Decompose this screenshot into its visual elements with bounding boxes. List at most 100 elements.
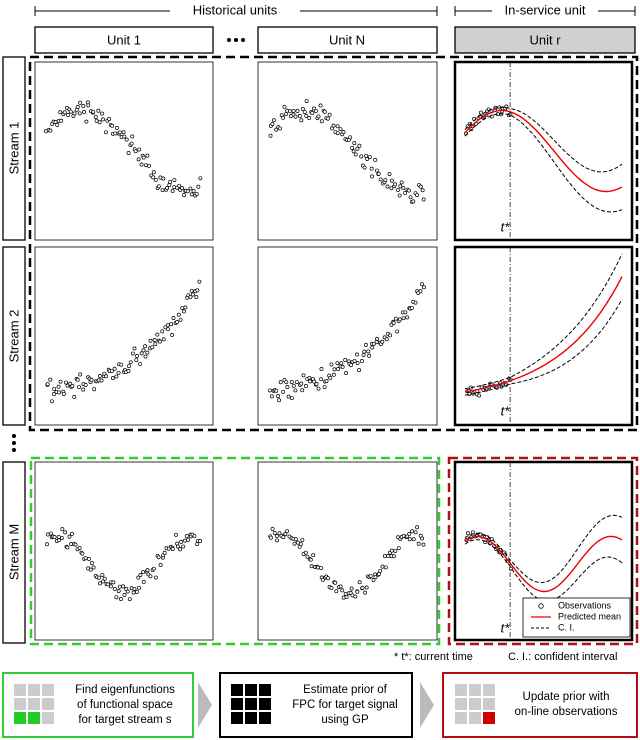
observation-point <box>143 354 148 359</box>
observation-point <box>291 383 296 388</box>
observation-point <box>130 351 135 356</box>
unit-label: Unit 1 <box>107 32 141 47</box>
observation-point <box>126 151 131 155</box>
header-label: Historical units <box>193 2 278 17</box>
observation-point <box>299 381 304 386</box>
icon-cell <box>231 712 243 724</box>
ci-curve <box>464 253 623 390</box>
observation-point <box>285 385 290 389</box>
observation-point <box>376 171 381 176</box>
observation-point <box>396 546 401 551</box>
observation-point <box>103 130 108 135</box>
icon-cell <box>28 684 40 696</box>
observation-point <box>386 553 391 558</box>
observation-point <box>307 375 312 380</box>
observation-point <box>174 320 179 324</box>
observation-point <box>466 531 470 536</box>
observation-point <box>283 532 288 537</box>
observation-point <box>178 547 183 552</box>
observation-point <box>116 589 121 593</box>
observation-point <box>151 175 156 180</box>
observation-point <box>363 590 368 595</box>
observation-point <box>362 165 367 170</box>
observation-point <box>161 176 166 181</box>
observation-point <box>316 114 321 119</box>
observation-point <box>156 555 161 560</box>
observation-point <box>132 346 137 351</box>
observation-point <box>286 394 291 399</box>
observation-point <box>418 184 423 189</box>
observation-point <box>311 553 316 558</box>
observation-point <box>63 530 68 535</box>
observation-point <box>276 394 281 398</box>
observation-point <box>77 385 82 389</box>
ci-curve <box>464 106 623 173</box>
observation-point <box>335 361 340 366</box>
observation-point <box>131 590 136 595</box>
observation-point <box>150 345 155 350</box>
observation-point <box>302 110 307 114</box>
step-text: FPC for target signal <box>292 699 397 711</box>
observation-point <box>81 387 86 392</box>
step-text: Find eigenfunctions <box>75 684 175 696</box>
observation-point <box>162 550 167 555</box>
observation-point <box>49 399 54 404</box>
observation-point <box>421 197 426 202</box>
observation-point <box>408 195 413 200</box>
step-box <box>219 672 413 738</box>
stream-label: Stream M <box>6 524 21 580</box>
footnote: C. I.: confident interval <box>508 651 617 663</box>
observation-point <box>406 188 411 193</box>
observation-point <box>278 126 282 131</box>
observation-point <box>397 193 402 198</box>
observation-point <box>338 127 343 132</box>
unit-box <box>34 26 214 54</box>
observation-point <box>165 186 170 190</box>
observation-point <box>361 353 366 358</box>
legend-label: Observations <box>558 600 612 610</box>
observation-point <box>81 104 86 108</box>
observation-point <box>278 380 283 385</box>
observation-point <box>395 187 400 192</box>
plot-panel <box>34 461 214 641</box>
unit-box <box>454 26 636 54</box>
observation-point <box>143 344 148 349</box>
icon-cell <box>245 698 257 710</box>
observation-point <box>312 379 317 384</box>
observation-point <box>370 174 374 179</box>
observation-point <box>94 118 99 123</box>
observation-point <box>393 182 397 187</box>
observation-point <box>59 536 64 541</box>
stream-box <box>2 461 26 644</box>
observation-point <box>156 184 161 189</box>
icon-cell <box>245 712 257 724</box>
observation-point <box>293 537 298 542</box>
observation-point <box>329 586 334 591</box>
observation-point <box>393 316 398 321</box>
observation-point <box>117 584 122 589</box>
observation-point <box>365 157 370 161</box>
observation-point <box>319 565 323 570</box>
observation-point <box>360 585 365 590</box>
observation-point <box>178 317 183 322</box>
observation-point <box>399 180 404 185</box>
footnote: * t*: current time <box>394 651 473 663</box>
icon-cell <box>455 712 467 724</box>
observation-point <box>152 338 157 342</box>
observation-point <box>355 589 360 594</box>
plot-panel <box>257 461 438 641</box>
observation-point <box>275 538 280 543</box>
observation-point <box>297 114 302 118</box>
observation-point <box>319 367 324 371</box>
observation-point <box>350 145 355 150</box>
observation-point <box>52 535 57 540</box>
observation-point <box>314 382 319 386</box>
observation-point <box>169 322 174 327</box>
arrow <box>198 682 212 728</box>
observation-point <box>55 122 60 127</box>
observation-point <box>313 108 318 113</box>
observation-point <box>285 529 290 534</box>
observation-point <box>101 117 105 122</box>
ellipsis <box>227 38 245 42</box>
